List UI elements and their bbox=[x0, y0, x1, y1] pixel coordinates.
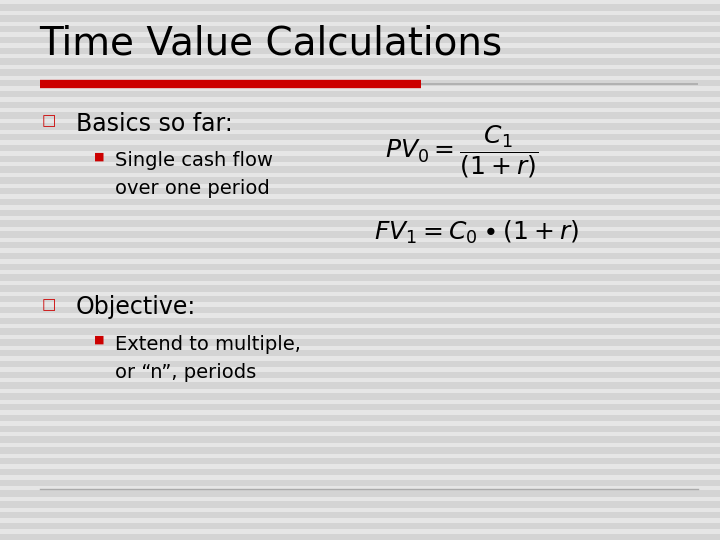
Bar bbox=[0, 285, 720, 292]
Bar bbox=[0, 480, 720, 486]
Bar bbox=[0, 102, 720, 108]
Bar bbox=[0, 134, 720, 140]
Bar bbox=[0, 512, 720, 518]
Bar bbox=[0, 4, 720, 11]
Bar bbox=[0, 210, 720, 216]
Text: Single cash flow
over one period: Single cash flow over one period bbox=[115, 151, 273, 198]
Bar bbox=[0, 339, 720, 346]
Bar bbox=[0, 199, 720, 205]
Bar bbox=[0, 80, 720, 86]
Text: Basics so far:: Basics so far: bbox=[76, 112, 233, 136]
Text: □: □ bbox=[42, 297, 56, 312]
Bar bbox=[0, 37, 720, 43]
Bar bbox=[0, 415, 720, 421]
Text: $PV_0 = \dfrac{C_1}{(1+r)}$: $PV_0 = \dfrac{C_1}{(1+r)}$ bbox=[385, 124, 539, 180]
Bar bbox=[0, 242, 720, 248]
Bar bbox=[0, 177, 720, 184]
Bar bbox=[0, 350, 720, 356]
Bar bbox=[0, 469, 720, 475]
Text: Objective:: Objective: bbox=[76, 295, 196, 319]
Bar bbox=[0, 253, 720, 259]
Bar bbox=[0, 382, 720, 389]
Bar bbox=[0, 188, 720, 194]
Text: ■: ■ bbox=[94, 335, 104, 345]
Bar bbox=[0, 372, 720, 378]
Bar bbox=[0, 534, 720, 540]
Bar bbox=[0, 501, 720, 508]
Bar bbox=[0, 123, 720, 130]
Bar bbox=[0, 15, 720, 22]
Bar bbox=[0, 296, 720, 302]
Bar bbox=[0, 318, 720, 324]
Bar bbox=[0, 393, 720, 400]
Bar bbox=[0, 361, 720, 367]
Bar bbox=[0, 166, 720, 173]
Bar bbox=[0, 220, 720, 227]
Bar bbox=[0, 274, 720, 281]
Bar bbox=[0, 523, 720, 529]
Bar bbox=[0, 156, 720, 162]
Bar bbox=[0, 458, 720, 464]
Bar bbox=[0, 436, 720, 443]
Bar bbox=[0, 48, 720, 54]
Bar bbox=[0, 231, 720, 238]
Bar bbox=[0, 328, 720, 335]
Bar bbox=[0, 58, 720, 65]
Text: Extend to multiple,
or “n”, periods: Extend to multiple, or “n”, periods bbox=[115, 335, 301, 382]
Text: ■: ■ bbox=[94, 151, 104, 161]
Bar bbox=[0, 404, 720, 410]
Bar bbox=[0, 26, 720, 32]
Bar bbox=[0, 447, 720, 454]
Bar bbox=[0, 490, 720, 497]
Bar bbox=[0, 264, 720, 270]
Bar bbox=[0, 112, 720, 119]
Bar bbox=[0, 307, 720, 313]
Text: Time Value Calculations: Time Value Calculations bbox=[40, 24, 503, 62]
Bar bbox=[0, 91, 720, 97]
Text: $FV_1 = C_0 \bullet (1+r)$: $FV_1 = C_0 \bullet (1+r)$ bbox=[374, 219, 580, 246]
Text: □: □ bbox=[42, 113, 56, 129]
Bar bbox=[0, 426, 720, 432]
Bar bbox=[0, 145, 720, 151]
Bar bbox=[0, 69, 720, 76]
